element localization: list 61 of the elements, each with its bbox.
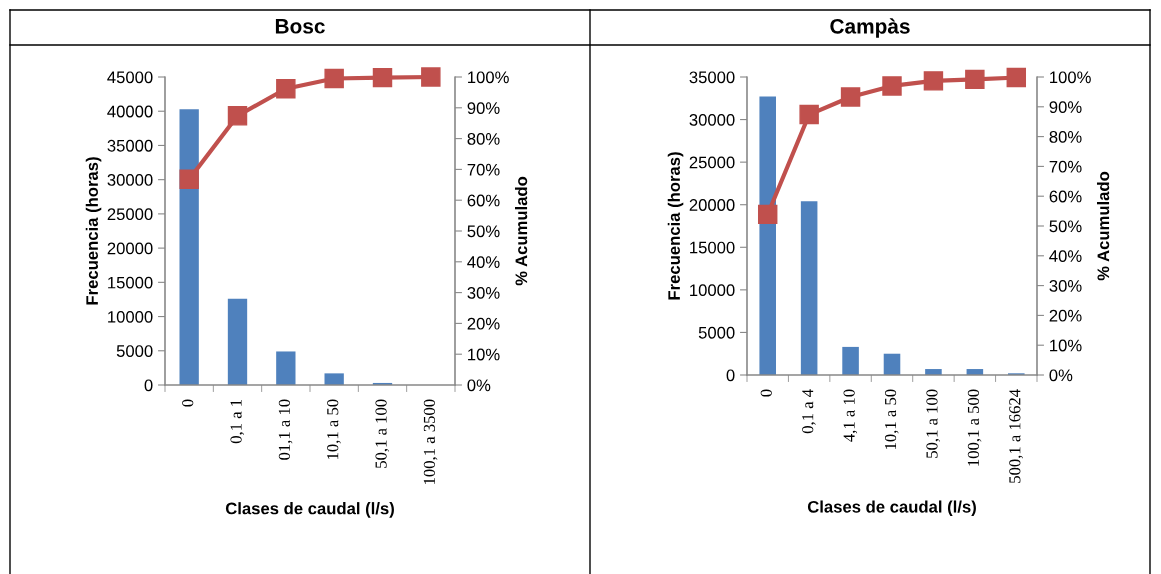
y-tick-label: 0 — [144, 379, 153, 392]
y-tick-label: 5000 — [116, 345, 153, 357]
x-tick-label: 50,1 a 100 — [375, 399, 390, 468]
y-tick-label: 25000 — [107, 208, 153, 221]
y-axis-title: Frecuencia (horas) — [85, 157, 102, 305]
y-tick-label: 5000 — [698, 326, 735, 339]
x-axis-title: Clases de caudal (l/s) — [225, 502, 394, 518]
x-tick-label: 0 — [182, 399, 194, 407]
y2-tick-label: 100% — [1050, 71, 1091, 84]
y2-tick-label: 40% — [1049, 250, 1082, 262]
y-tick-label: 15000 — [108, 276, 153, 289]
y-tick-label: 10000 — [108, 310, 153, 323]
y-tick-label: 30000 — [689, 113, 735, 126]
y2-tick-label: 20% — [1049, 309, 1082, 322]
y-tick-label: 15000 — [690, 241, 735, 254]
y-tick-label: 25000 — [689, 156, 735, 169]
y2-tick-label: 0% — [467, 379, 491, 392]
chart-title: Campàs — [830, 18, 910, 38]
x-tick-label: 4,1 a 10 — [843, 389, 858, 442]
x-tick-label: 100,1 a 500 — [967, 389, 982, 466]
y2-axis-title: % Acumulado — [514, 176, 528, 286]
x-tick-label: 50,1 a 100 — [926, 389, 940, 458]
y2-tick-label: 60% — [467, 194, 500, 207]
y-tick-label: 35000 — [107, 139, 153, 152]
y2-tick-label: 30% — [467, 287, 500, 299]
y2-tick-label: 30% — [1049, 280, 1082, 292]
y2-tick-label: 80% — [1049, 131, 1082, 143]
x-tick-label: 100,1 a 3500 — [423, 399, 438, 484]
y2-tick-label: 0% — [1049, 369, 1073, 382]
y2-tick-label: 90% — [467, 102, 500, 114]
y2-tick-label: 40% — [467, 256, 500, 268]
y2-tick-label: 100% — [468, 71, 509, 84]
y2-tick-label: 80% — [467, 133, 500, 145]
y2-tick-label: 50% — [467, 225, 500, 238]
x-tick-label: 01,1 a 10 — [278, 399, 293, 460]
x-axis-title: Clases de caudal (l/s) — [807, 500, 976, 516]
y2-tick-label: 50% — [1049, 220, 1082, 233]
x-tick-label: 10,1 a 50 — [327, 399, 341, 459]
y-tick-label: 0 — [726, 369, 735, 382]
y2-tick-label: 20% — [467, 317, 500, 330]
y2-tick-label: 70% — [467, 163, 500, 176]
x-tick-label: 0 — [760, 389, 772, 397]
y-tick-label: 35000 — [689, 71, 735, 84]
y-tick-label: 10000 — [690, 284, 735, 297]
y2-axis-title: % Acumulado — [1096, 171, 1110, 281]
y-tick-label: 30000 — [107, 174, 153, 186]
y2-tick-label: 60% — [1049, 190, 1082, 203]
chart-title: Bosc — [275, 19, 325, 34]
y-tick-label: 45000 — [107, 71, 153, 84]
x-tick-label: 0,1 a 4 — [802, 389, 816, 434]
y-axis-title: Frecuencia (horas) — [667, 152, 684, 300]
x-tick-label: 0,1 a 1 — [230, 399, 245, 444]
y2-tick-label: 10% — [468, 348, 500, 361]
x-tick-label: 500,1 a 16624 — [1009, 389, 1023, 483]
y-tick-label: 20000 — [689, 199, 735, 211]
y-tick-label: 20000 — [107, 242, 153, 255]
y2-tick-label: 10% — [1050, 339, 1082, 352]
y2-tick-label: 70% — [1049, 160, 1082, 173]
x-tick-label: 10,1 a 50 — [884, 389, 899, 449]
y2-tick-label: 90% — [1049, 101, 1082, 113]
y-tick-label: 40000 — [107, 105, 153, 118]
